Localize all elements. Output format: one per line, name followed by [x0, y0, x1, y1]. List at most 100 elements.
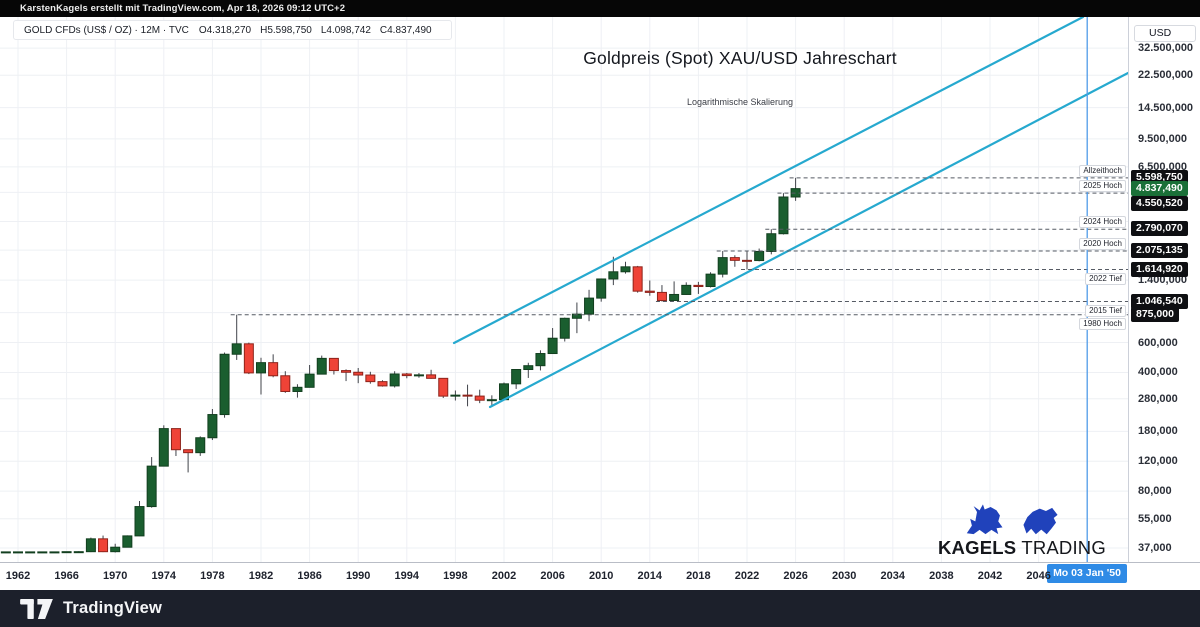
candle-body: [292, 386, 303, 392]
price-tick-label: 1.400,000: [1138, 274, 1187, 287]
candle-body: [13, 551, 23, 554]
candle-body: [85, 538, 96, 553]
price-level-badge: 1.614,920: [1131, 261, 1188, 277]
price-tick-label: 400,000: [1138, 366, 1178, 379]
tradingview-logo-text[interactable]: TradingView: [63, 599, 163, 617]
candle-body: [584, 297, 595, 315]
chart-area[interactable]: GOLD CFDs (US$ / OZ) · 12M · TVC O4.318,…: [0, 17, 1128, 562]
tradingview-icon[interactable]: [20, 598, 53, 619]
year-label: 1966: [54, 570, 79, 582]
candle-body: [353, 371, 364, 376]
level-label: 2020 Hoch: [1079, 238, 1126, 251]
candle-body: [401, 373, 412, 377]
price-level-badge: 2.790,070: [1131, 221, 1188, 237]
year-label: 1974: [151, 570, 177, 582]
candle-body: [170, 428, 181, 451]
brand-text: KAGELS TRADING: [938, 537, 1106, 559]
brand-regular: TRADING: [1021, 537, 1106, 558]
candle-body: [462, 394, 473, 397]
price-level-badge: 2.075,135: [1131, 243, 1188, 259]
candle-body: [571, 313, 582, 319]
year-label: 2042: [977, 570, 1003, 582]
candle-body: [559, 317, 570, 339]
year-label: 2014: [637, 570, 663, 582]
candle-body: [438, 377, 449, 397]
level-label: 1980 Hoch: [1079, 317, 1126, 330]
level-label: 2024 Hoch: [1079, 216, 1126, 229]
ohlc-item: C4.837,490: [379, 24, 432, 36]
candle-body: [183, 449, 194, 454]
price-chart-canvas[interactable]: [0, 17, 1128, 562]
candle-body: [61, 551, 72, 554]
level-label: Allzeithoch: [1079, 164, 1126, 177]
price-tick-label: 14.500,000: [1138, 101, 1194, 114]
candle-body: [316, 357, 327, 375]
candle-body: [243, 343, 254, 374]
year-label: 1978: [200, 570, 225, 582]
candle-body: [669, 293, 680, 301]
year-label: 2010: [588, 570, 614, 582]
candle-body: [511, 369, 522, 385]
time-axis[interactable]: Mo 03 Jan '50 1962 1966 1970 1974 1978 1982 19…: [0, 562, 1200, 590]
kagels-trading-logo: KAGELS TRADING: [938, 501, 1106, 559]
price-tick-label: 22.500,000: [1138, 69, 1194, 82]
year-label: 2034: [880, 570, 906, 582]
candle-body: [365, 374, 376, 383]
candle-body: [134, 506, 145, 537]
candle-body: [256, 362, 266, 374]
candle-body: [523, 365, 534, 371]
price-tick-label: 55,000: [1138, 512, 1172, 525]
candle-body: [596, 278, 607, 299]
price-tick-label: 180,000: [1138, 425, 1178, 438]
candle-body: [268, 362, 279, 377]
year-label: 1962: [5, 570, 31, 582]
candle-body: [620, 266, 631, 273]
candle-body: [0, 551, 11, 554]
price-level-badge: 875,000: [1131, 306, 1179, 322]
candle-body: [705, 273, 716, 288]
year-label: 1998: [443, 570, 468, 582]
price-tick-label: 37,000: [1138, 542, 1172, 554]
symbol-legend[interactable]: GOLD CFDs (US$ / OZ) · 12M · TVC O4.318,…: [13, 20, 452, 40]
candle-body: [681, 284, 692, 295]
candle-body: [122, 535, 133, 548]
ohlc-item: O4.318,270: [198, 24, 252, 36]
level-label: 2015 Tief: [1085, 304, 1126, 317]
year-label: 2018: [686, 570, 711, 582]
year-label: 2046: [1026, 570, 1051, 582]
level-label: 2025 Hoch: [1079, 180, 1126, 193]
candle-body: [632, 266, 643, 292]
year-label: 1970: [102, 570, 128, 582]
ohlc-values: O4.318,270 H5.598,750 L4.098,742 C4.837,490: [199, 25, 441, 36]
candle-body: [195, 437, 206, 454]
candle-body: [693, 284, 704, 288]
price-level-badge: 4.550,520: [1131, 196, 1188, 212]
price-tick-label: 9.500,000: [1138, 132, 1187, 145]
year-label: 2038: [929, 570, 954, 582]
year-label: 2022: [734, 570, 760, 582]
candle-body: [231, 343, 242, 355]
crosshair-date-badge: Mo 03 Jan '50: [1047, 564, 1127, 583]
year-label: 2006: [540, 570, 565, 582]
candle-body: [656, 291, 667, 301]
candle-body: [729, 257, 740, 261]
candle-body: [207, 414, 218, 439]
level-label: 2022 Tief: [1085, 272, 1126, 285]
candle-body: [389, 373, 400, 387]
candle-body: [474, 395, 485, 401]
price-tick-label: 80,000: [1138, 485, 1172, 498]
currency-unit-label[interactable]: USD: [1134, 25, 1196, 42]
brand-bold: KAGELS: [938, 537, 1017, 558]
candle-body: [547, 337, 558, 355]
ohlc-item: H5.598,750: [260, 24, 312, 36]
trend-channel-line: [488, 71, 1128, 409]
year-label: 1982: [248, 570, 274, 582]
price-scale[interactable]: USD 32.500,000 22.500,000 14.500,000 9.500,…: [1128, 17, 1200, 562]
candle-body: [717, 257, 728, 275]
year-label: 1990: [345, 570, 371, 582]
year-label: 2002: [491, 570, 517, 582]
year-label: 1994: [394, 570, 420, 582]
bear-icon: [1023, 507, 1058, 535]
candle-body: [146, 465, 157, 508]
candle-body: [766, 233, 777, 252]
